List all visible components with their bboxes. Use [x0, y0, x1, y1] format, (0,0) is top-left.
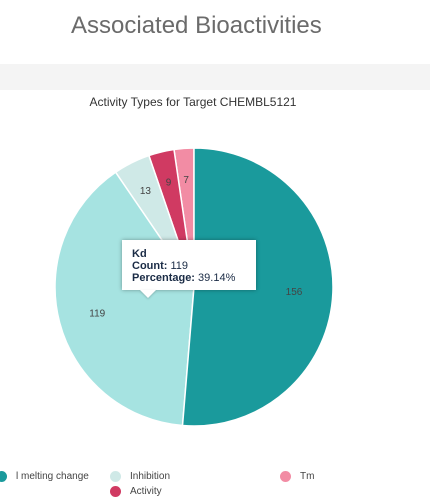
legend-label-activity: Activity	[130, 486, 162, 497]
chart-title: Activity Types for Target CHEMBL5121	[89, 95, 297, 109]
legend-item-tm[interactable]: Tm	[280, 471, 314, 482]
slice-label-activity: 9	[166, 178, 172, 189]
tooltip-percentage-value: 39.14%	[198, 272, 236, 284]
tooltip-count-value: 119	[170, 260, 189, 272]
legend-item-inhibition[interactable]: Inhibition	[110, 471, 170, 482]
legend-dot-inhibition	[110, 471, 121, 482]
legend-label-tm: Tm	[300, 471, 315, 482]
section-band	[0, 64, 430, 90]
legend-label-inhibition: Inhibition	[130, 471, 171, 482]
slice-label-tm: 7	[183, 175, 189, 186]
legend-dot-thermal	[0, 471, 7, 482]
legend-label-thermal: l melting change	[16, 471, 89, 482]
chart-tooltip: Kd Count: 119 Percentage: 39.14%	[122, 240, 256, 298]
legend-dot-tm	[280, 471, 291, 482]
page-title: Associated Bioactivities	[71, 12, 322, 39]
tooltip-name: Kd	[132, 248, 147, 260]
slice-label-thermal-melting-change: 156	[286, 287, 303, 298]
slice-label-kd: 119	[89, 309, 105, 320]
legend-item-thermal-melting-change[interactable]: l melting change	[0, 471, 89, 482]
tooltip-caret	[140, 290, 156, 298]
legend-dot-activity	[110, 486, 121, 497]
pie-slice-kd[interactable]	[54, 171, 195, 427]
tooltip-count-label: Count:	[132, 260, 168, 272]
slice-label-inhibition: 13	[140, 186, 152, 197]
legend-item-activity[interactable]: Activity	[110, 486, 162, 497]
tooltip-percentage-label: Percentage:	[132, 272, 195, 284]
pie-slice-thermal-melting-change[interactable]	[181, 147, 334, 427]
